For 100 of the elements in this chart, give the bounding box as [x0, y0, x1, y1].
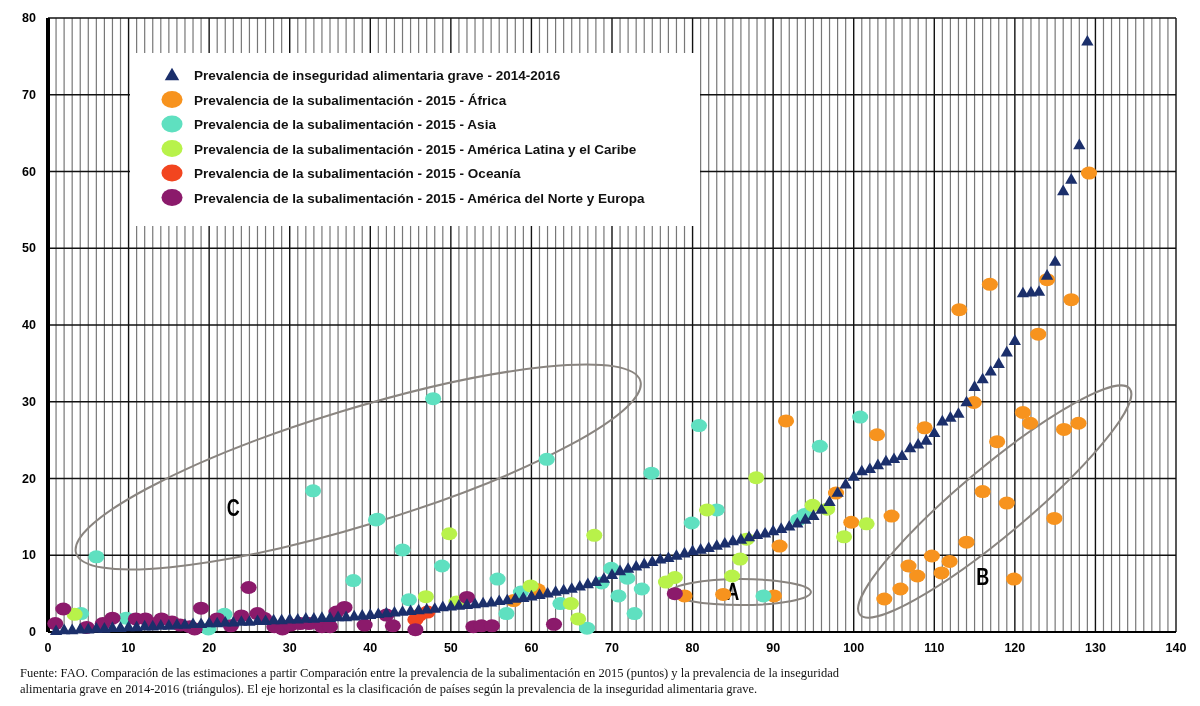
- point: [441, 527, 458, 541]
- x-tick-label: 10: [121, 641, 136, 655]
- point: [633, 582, 650, 596]
- point: [723, 569, 741, 583]
- legend-label: Prevalencia de la subalimentación - 2015 - Oceanía: [194, 166, 521, 181]
- y-tick-label: 50: [22, 241, 37, 256]
- x-tick-label: 0: [44, 641, 52, 655]
- x-tick-label: 140: [1165, 641, 1187, 655]
- point: [811, 439, 828, 453]
- point: [933, 566, 950, 580]
- point: [1030, 327, 1047, 341]
- point: [356, 618, 373, 632]
- x-tick-label: 110: [924, 641, 945, 655]
- point: [1080, 166, 1098, 180]
- x-tick-label: 60: [524, 641, 539, 655]
- point: [1063, 293, 1080, 307]
- point: [909, 569, 926, 583]
- y-tick-label: 30: [22, 394, 37, 409]
- legend-label: Prevalencia de inseguridad alimentaria grave - 2014-2016: [194, 68, 561, 83]
- x-tick-label: 130: [1085, 641, 1106, 655]
- point: [852, 410, 869, 424]
- point: [522, 579, 539, 593]
- y-tick-label: 40: [22, 318, 37, 332]
- point: [1022, 416, 1039, 430]
- point: [345, 574, 362, 588]
- legend-label: Prevalencia de la subalimentación - 2015 - Asia: [194, 117, 497, 132]
- point: [1005, 572, 1023, 586]
- point: [407, 623, 424, 637]
- point: [193, 601, 210, 615]
- point: [643, 466, 660, 480]
- point: [666, 587, 683, 601]
- legend-label: Prevalencia de la subalimentación - 2015 - África: [194, 92, 507, 108]
- point: [892, 582, 909, 596]
- point: [835, 530, 853, 544]
- x-tick-label: 100: [843, 641, 865, 655]
- legend-label: Prevalencia de la subalimentación - 2015 - América Latina y el Caribe: [194, 141, 637, 157]
- point: [104, 611, 121, 625]
- point: [489, 572, 506, 586]
- annotation: B: [976, 563, 990, 590]
- point: [958, 535, 975, 549]
- point: [858, 517, 875, 531]
- point: [417, 590, 434, 604]
- point: [1014, 406, 1031, 419]
- point: [570, 612, 587, 626]
- x-tick-label: 20: [202, 641, 217, 655]
- point: [843, 515, 860, 529]
- y-tick-label: 20: [22, 471, 37, 486]
- point: [941, 554, 958, 568]
- point: [771, 539, 788, 553]
- point: [690, 419, 708, 433]
- point: [498, 607, 515, 621]
- point: [1070, 416, 1087, 430]
- point: [384, 619, 401, 633]
- point: [755, 589, 772, 603]
- x-tick-label: 30: [282, 641, 297, 655]
- x-tick-label: 70: [605, 641, 619, 655]
- point: [657, 575, 675, 589]
- y-tick-label: 60: [22, 164, 37, 179]
- point: [699, 503, 716, 517]
- point: [400, 593, 418, 607]
- point: [240, 580, 257, 594]
- point: [305, 484, 322, 498]
- point: [55, 602, 72, 616]
- point: [923, 549, 940, 563]
- point: [748, 471, 765, 485]
- point: [900, 559, 917, 573]
- x-tick-label: 50: [443, 641, 458, 655]
- point: [1046, 511, 1063, 525]
- point: [683, 516, 700, 530]
- point: [1055, 422, 1073, 436]
- point: [777, 414, 795, 428]
- point: [425, 392, 442, 406]
- source-note: Fuente: FAO. Comparación de las estimaciones a partir Comparación entre la prevalencia de la subalimentación en 2015 (puntos) y la prevalencia de la inseguridad alimentaria grave en 2014-2016 (triángulos). El eje horizontal es la clasificación de países según la prevalencia de la inseguridad alimentaria grave.: [20, 666, 840, 696]
- point: [433, 559, 451, 573]
- point: [394, 543, 411, 557]
- point: [916, 421, 933, 435]
- x-tick-label: 80: [685, 641, 700, 655]
- point: [336, 600, 353, 614]
- annotation: C: [226, 494, 240, 521]
- point: [883, 509, 900, 523]
- x-tick-label: 40: [363, 641, 378, 655]
- point: [626, 607, 643, 621]
- point: [66, 607, 83, 621]
- point: [869, 428, 886, 442]
- point: [538, 452, 555, 466]
- x-tick-label: 90: [766, 641, 781, 655]
- y-tick-label: 80: [22, 11, 37, 25]
- point: [562, 597, 579, 611]
- point: [804, 498, 821, 512]
- point: [578, 621, 596, 635]
- point: [998, 496, 1015, 510]
- x-tick-label: 120: [1004, 641, 1026, 655]
- point: [88, 550, 105, 564]
- point: [989, 435, 1006, 449]
- point: [951, 303, 968, 317]
- point: [545, 617, 563, 631]
- y-tick-label: 10: [22, 548, 37, 563]
- y-tick-label: 70: [22, 87, 37, 102]
- y-tick-label: 0: [29, 625, 37, 639]
- point: [876, 592, 893, 606]
